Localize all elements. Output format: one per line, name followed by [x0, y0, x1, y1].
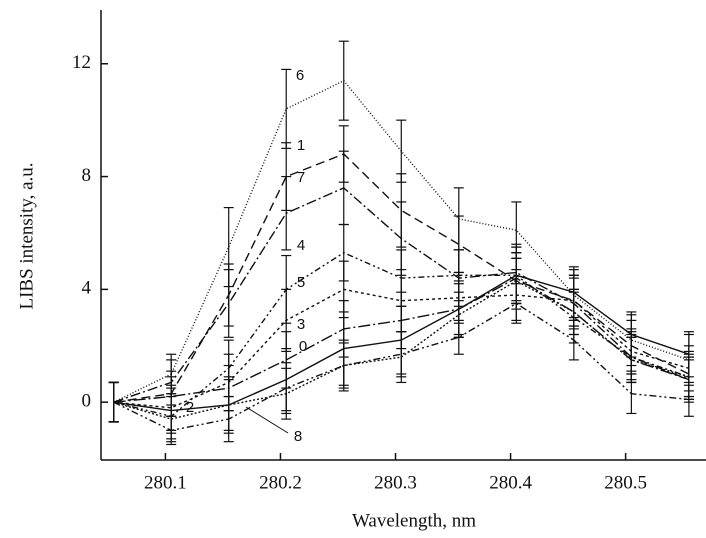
error-bar	[396, 331, 407, 384]
error-bar	[396, 119, 407, 183]
series-label: 8	[294, 428, 302, 445]
y-tick-label: 12	[72, 52, 91, 73]
series-label: 1	[297, 137, 305, 154]
y-tick-label: 0	[82, 391, 92, 412]
error-bar	[683, 356, 694, 398]
series-line	[113, 302, 689, 432]
y-tick-label: 4	[82, 278, 92, 299]
error-bar	[338, 339, 349, 392]
label-leader	[245, 406, 289, 434]
error-bar	[338, 150, 349, 226]
series-label: 0	[299, 338, 307, 355]
series-line	[113, 79, 690, 403]
x-tick-label: 280.3	[374, 472, 417, 493]
y-tick-label: 8	[82, 165, 92, 186]
series-label: 3	[297, 316, 305, 333]
series-label: 6	[296, 67, 304, 84]
error-bar	[453, 187, 464, 251]
series-label: 5	[297, 274, 305, 291]
error-bar	[338, 40, 349, 121]
series-line	[113, 280, 690, 420]
error-bar	[223, 379, 234, 431]
x-tick-label: 280.1	[144, 472, 187, 493]
series-line	[113, 153, 690, 403]
error-bar	[568, 288, 579, 336]
y-axis-label: LIBS intensity, a.u.	[16, 162, 37, 309]
x-tick-label: 280.2	[259, 472, 302, 493]
x-tick-label: 280.4	[489, 472, 532, 493]
error-bar	[281, 367, 292, 420]
error-bar	[281, 288, 292, 353]
error-bar	[223, 269, 234, 338]
error-bar	[396, 201, 407, 276]
error-bar	[453, 291, 464, 338]
x-tick-label: 280.5	[604, 472, 647, 493]
error-bar	[511, 257, 522, 305]
x-axis-label: Wavelength, nm	[352, 510, 476, 531]
error-bar	[108, 381, 119, 423]
series-label: 4	[297, 237, 305, 254]
error-bar	[281, 175, 292, 251]
series-label: 2	[186, 399, 194, 416]
error-bar	[338, 260, 349, 319]
error-bar	[281, 68, 292, 149]
error-bar	[626, 336, 637, 384]
series-label: 7	[297, 169, 305, 186]
error-bar	[166, 395, 177, 443]
